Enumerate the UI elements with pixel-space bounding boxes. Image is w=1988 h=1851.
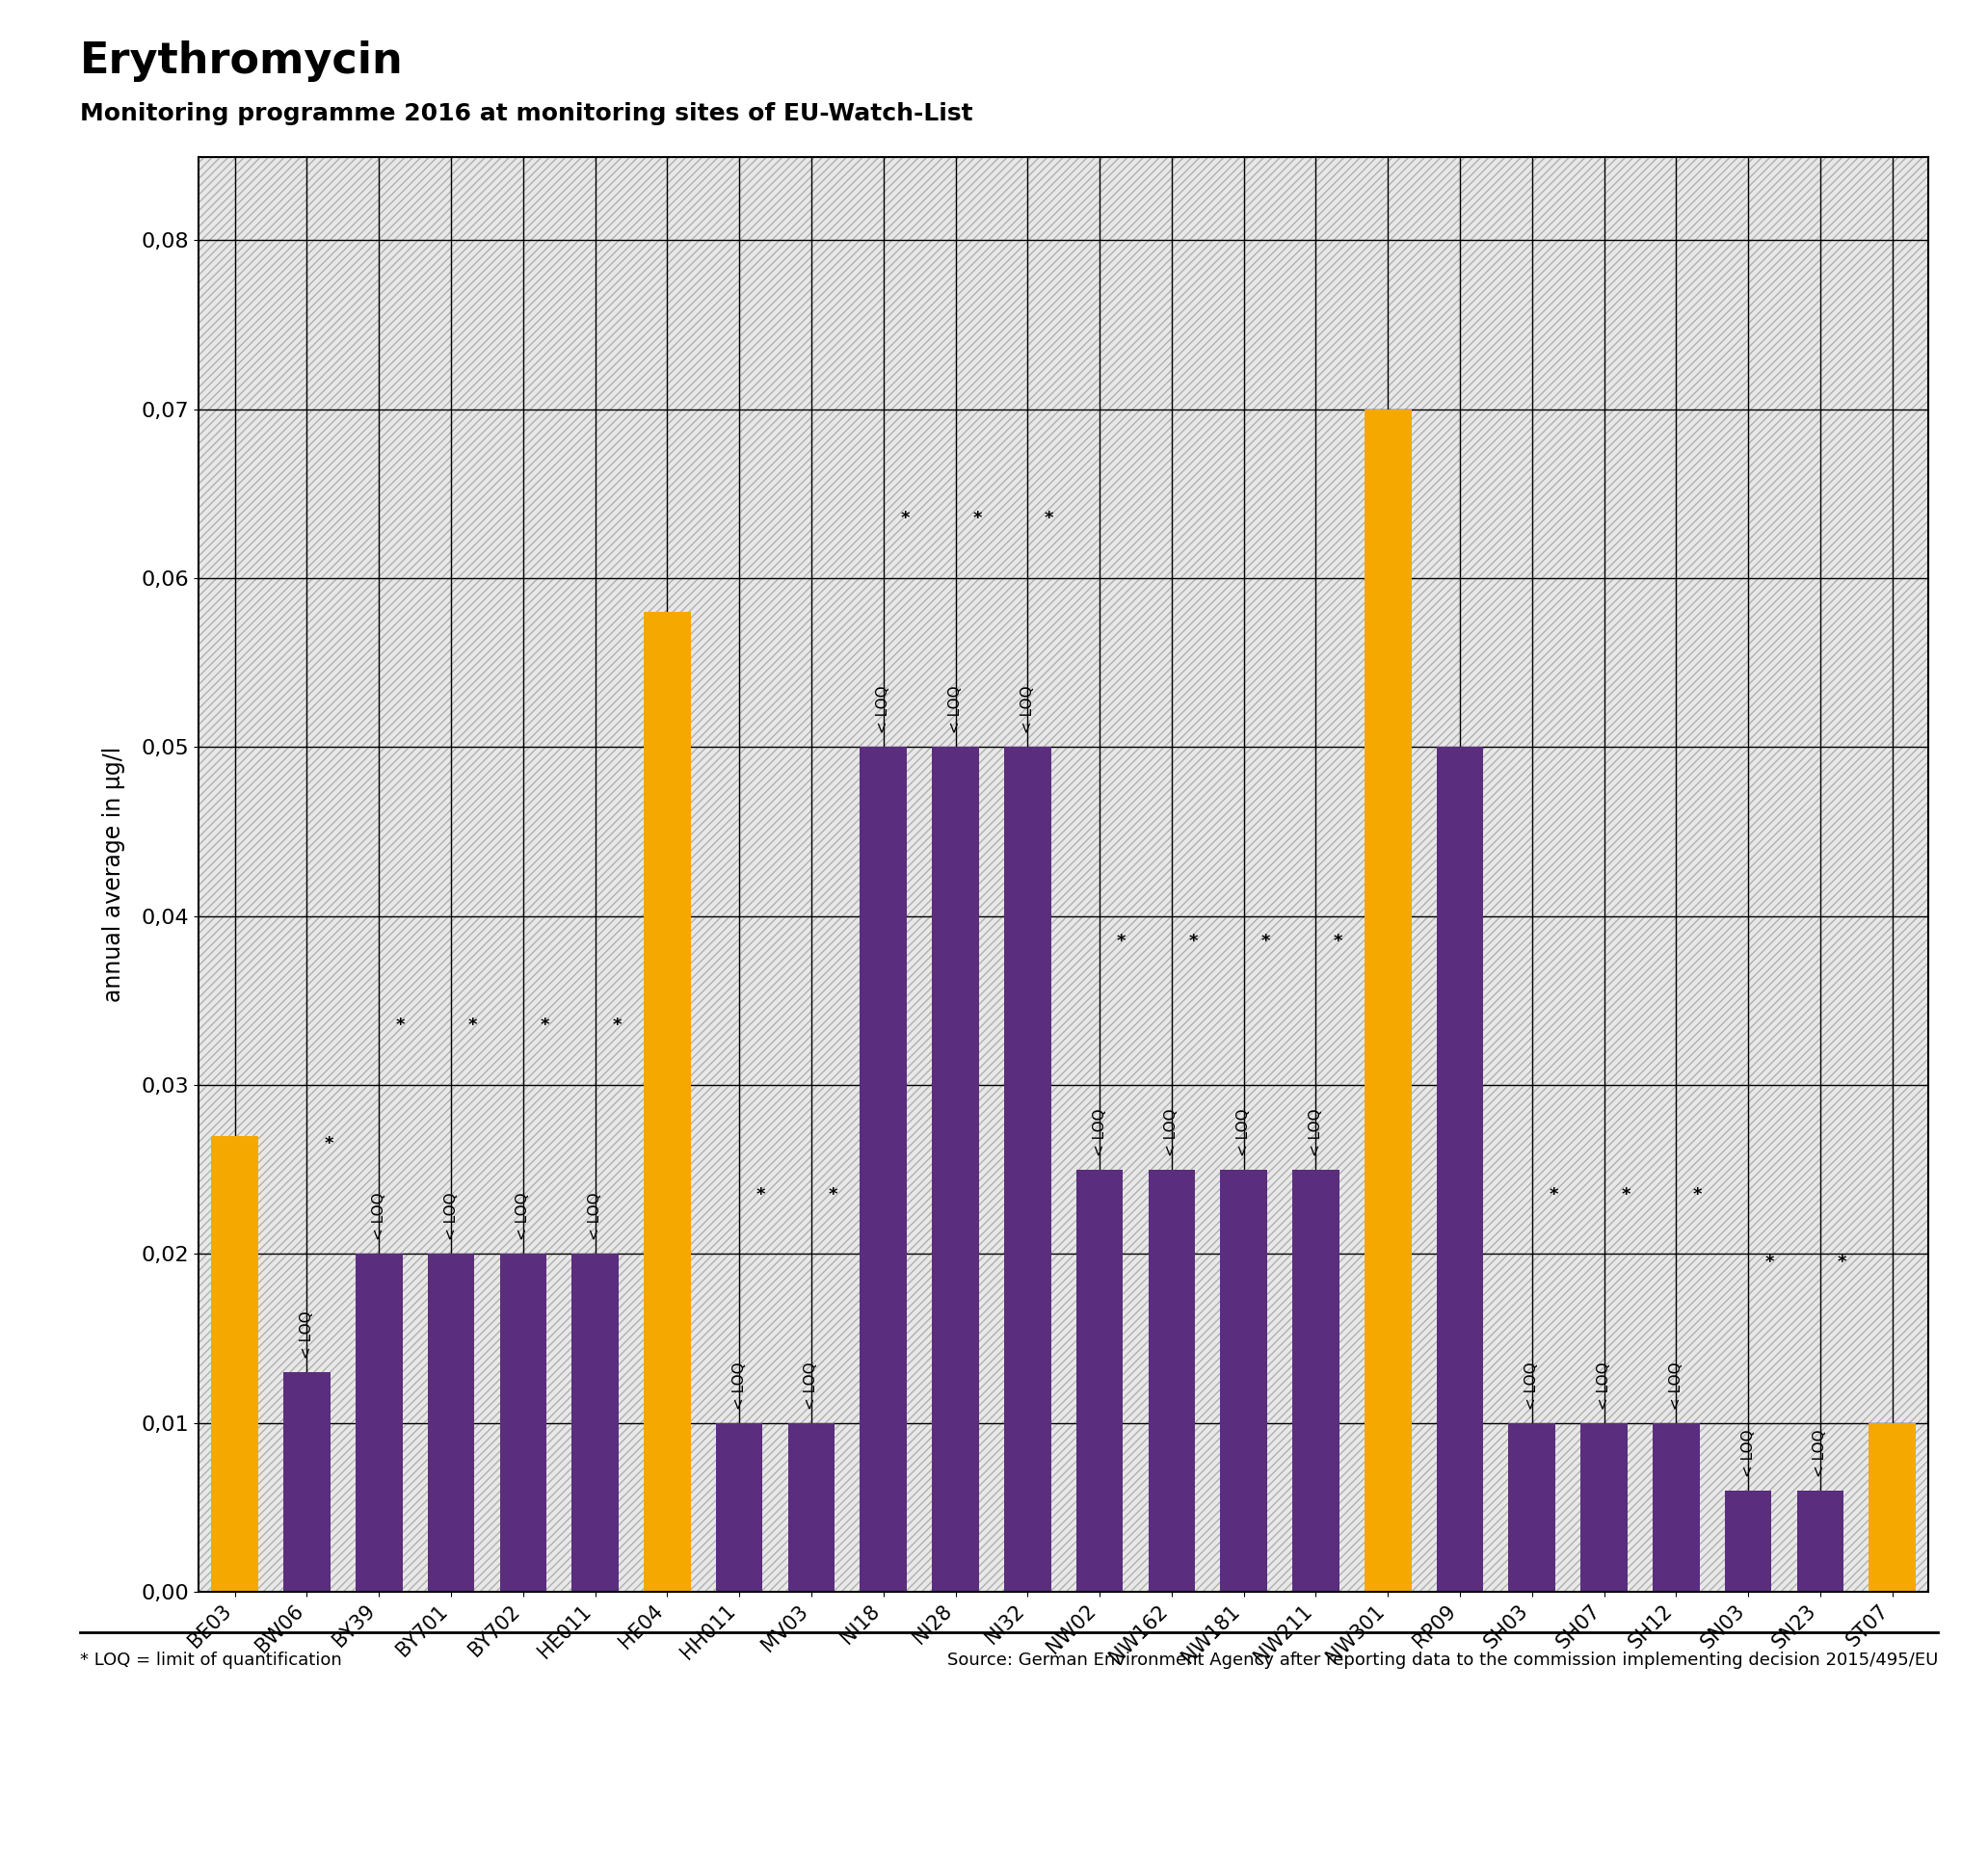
Text: < LOQ: < LOQ: [1165, 1109, 1179, 1155]
Text: < LOQ: < LOQ: [1020, 685, 1036, 733]
Text: < LOQ: < LOQ: [443, 1192, 459, 1240]
Bar: [1004, 748, 1052, 1592]
Text: *: *: [324, 1135, 334, 1153]
Bar: [284, 1372, 330, 1592]
Bar: [211, 1137, 258, 1592]
Text: *: *: [1189, 933, 1199, 950]
Text: < LOQ: < LOQ: [300, 1311, 314, 1359]
Bar: [716, 1423, 763, 1592]
Bar: [1221, 1170, 1266, 1592]
Bar: [644, 613, 690, 1592]
Text: *: *: [901, 511, 911, 528]
Text: Source: German Environment Agency after reporting data to the commission impleme: Source: German Environment Agency after …: [948, 1651, 1938, 1668]
Text: *: *: [1549, 1186, 1559, 1203]
Text: *: *: [396, 1016, 406, 1035]
Bar: [861, 748, 907, 1592]
Bar: [932, 748, 978, 1592]
Text: *: *: [541, 1016, 549, 1035]
Text: *: *: [1332, 933, 1342, 950]
Bar: [499, 1253, 547, 1592]
Bar: [1149, 1170, 1195, 1592]
Text: < LOQ: < LOQ: [1525, 1362, 1539, 1409]
Bar: [1797, 1490, 1843, 1592]
Text: < LOQ: < LOQ: [1308, 1109, 1324, 1155]
Text: *: *: [1620, 1186, 1630, 1203]
Text: *: *: [1260, 933, 1270, 950]
Bar: [1652, 1423, 1700, 1592]
Text: < LOQ: < LOQ: [1741, 1429, 1755, 1477]
Bar: [427, 1253, 475, 1592]
Text: *: *: [1044, 511, 1054, 528]
Text: < LOQ: < LOQ: [588, 1192, 602, 1240]
Text: *: *: [1837, 1253, 1847, 1272]
Text: < LOQ: < LOQ: [732, 1362, 747, 1409]
Text: *: *: [755, 1186, 765, 1203]
Text: *: *: [972, 511, 982, 528]
Text: Erythromycin: Erythromycin: [80, 41, 404, 81]
Text: < LOQ: < LOQ: [803, 1362, 819, 1409]
Text: *: *: [1765, 1253, 1775, 1272]
Text: * LOQ = limit of quantification: * LOQ = limit of quantification: [80, 1651, 342, 1668]
Bar: [1437, 748, 1483, 1592]
Bar: [1509, 1423, 1555, 1592]
Bar: [1292, 1170, 1340, 1592]
Text: < LOQ: < LOQ: [515, 1192, 531, 1240]
Bar: [1726, 1490, 1771, 1592]
Text: < LOQ: < LOQ: [1237, 1109, 1250, 1155]
Bar: [1580, 1423, 1628, 1592]
Bar: [787, 1423, 835, 1592]
Bar: [1076, 1170, 1123, 1592]
Text: < LOQ: < LOQ: [1596, 1362, 1612, 1409]
Bar: [1364, 409, 1411, 1592]
Y-axis label: annual average in µg/l: annual average in µg/l: [101, 746, 125, 1003]
Text: < LOQ: < LOQ: [877, 685, 891, 733]
Text: *: *: [829, 1186, 837, 1203]
Text: *: *: [1694, 1186, 1702, 1203]
Bar: [573, 1253, 618, 1592]
Text: *: *: [467, 1016, 477, 1035]
Text: < LOQ: < LOQ: [1813, 1429, 1827, 1477]
Text: < LOQ: < LOQ: [1091, 1109, 1107, 1155]
Text: Monitoring programme 2016 at monitoring sites of EU-Watch-List: Monitoring programme 2016 at monitoring …: [80, 102, 972, 124]
Text: < LOQ: < LOQ: [1668, 1362, 1684, 1409]
Bar: [1869, 1423, 1916, 1592]
Text: < LOQ: < LOQ: [372, 1192, 386, 1240]
Text: < LOQ: < LOQ: [948, 685, 962, 733]
Bar: [356, 1253, 402, 1592]
Text: *: *: [1117, 933, 1125, 950]
Text: *: *: [612, 1016, 622, 1035]
